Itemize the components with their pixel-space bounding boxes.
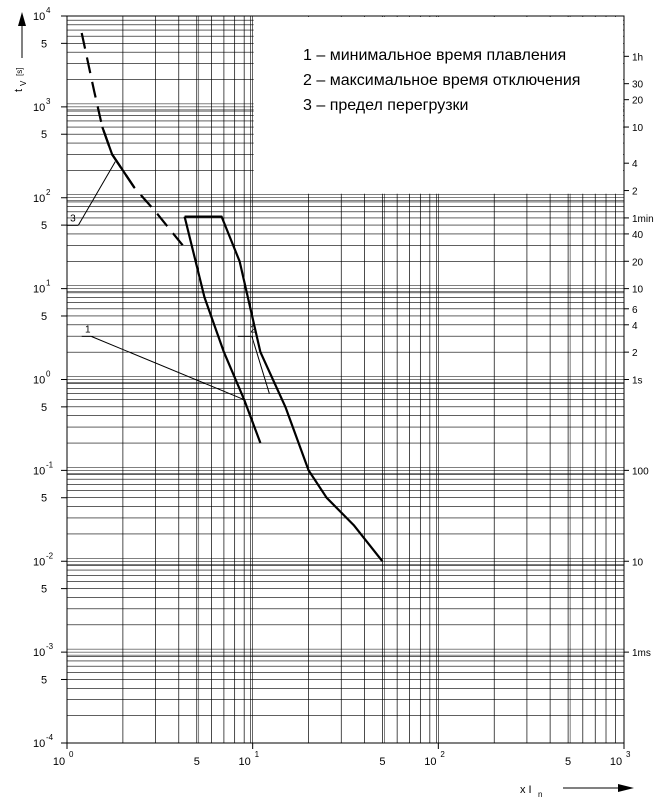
- x-minor-tick-label: 5: [379, 756, 385, 768]
- right-axis-tick-label: 6: [632, 305, 638, 316]
- callout-label-3: 3: [70, 213, 76, 224]
- right-axis-tick-label: 4: [632, 159, 638, 170]
- y-major-tick-exponent: -3: [46, 642, 54, 651]
- y-major-tick-label: 10: [33, 465, 45, 477]
- right-axis-tick-label: 10: [632, 285, 644, 296]
- legend-box: [253, 17, 623, 194]
- right-axis-tick-label: 20: [632, 96, 644, 107]
- x-major-tick-exponent: 3: [626, 750, 631, 759]
- y-axis-title-main: t: [13, 89, 25, 92]
- y-major-tick-exponent: -1: [46, 460, 54, 469]
- legend-entry-3: 3 – предел перегрузки: [303, 97, 468, 114]
- x-minor-tick-label: 5: [565, 756, 571, 768]
- curve-1: [183, 216, 262, 444]
- legend-entry-1: 1 – минимальное время плавления: [303, 47, 566, 64]
- callout-label-2: 2: [250, 324, 256, 335]
- x-axis-arrow-head: [618, 784, 634, 792]
- y-axis-title: t V [s]: [13, 68, 28, 92]
- callout-leader-1: [91, 335, 245, 401]
- y-major-tick-exponent: -4: [46, 733, 54, 742]
- grid: [67, 16, 624, 743]
- y-major-tick-label: 10: [33, 193, 45, 205]
- y-minor-tick-label: 5: [41, 311, 47, 323]
- x-major-tick-label: 10: [610, 756, 622, 768]
- curve-2: [184, 215, 384, 562]
- curves: [80, 32, 384, 562]
- y-minor-tick-label: 5: [41, 220, 47, 232]
- y-minor-tick-label: 5: [41, 129, 47, 141]
- y-major-tick-exponent: 0: [46, 370, 51, 379]
- y-major-tick-label: 10: [33, 102, 45, 114]
- right-axis-tick-label: 2: [632, 348, 638, 359]
- y-axis-title-sub: V: [19, 80, 28, 86]
- right-axis-tick-label: 1ms: [632, 648, 651, 659]
- y-major-tick-exponent: 4: [46, 6, 51, 15]
- y-major-tick-label: 10: [33, 284, 45, 296]
- callout-label-1: 1: [85, 324, 91, 335]
- right-axis-tick-label: 1h: [632, 52, 643, 63]
- y-major-tick-label: 10: [33, 738, 45, 750]
- y-major-tick-label: 10: [33, 556, 45, 568]
- callout-leader-3: [77, 161, 116, 226]
- x-axis-title-sub: n: [538, 790, 542, 798]
- x-major-tick-exponent: 1: [255, 750, 260, 759]
- annotations: 1 2 3: [67, 161, 270, 401]
- y-major-tick-label: 10: [33, 11, 45, 23]
- y-major-tick-exponent: 3: [46, 97, 51, 106]
- x-axis-title-main: x I: [520, 784, 532, 796]
- legend: 1 – минимальное время плавления 2 – макси…: [303, 47, 580, 114]
- y-minor-tick-label: 5: [41, 493, 47, 505]
- right-axis-tick-label: 1s: [632, 376, 643, 387]
- right-axis-tick-label: 100: [632, 466, 649, 477]
- y-minor-tick-label: 5: [41, 38, 47, 50]
- y-axis-arrow-head: [18, 12, 26, 26]
- y-minor-tick-label: 5: [41, 402, 47, 414]
- y-major-tick-label: 10: [33, 647, 45, 659]
- callout-leader-2: [251, 336, 270, 394]
- y-major-tick-exponent: 1: [46, 279, 51, 288]
- legend-entry-2: 2 – максимальное время отключения: [303, 72, 580, 89]
- right-axis-tick-label: 4: [632, 321, 638, 332]
- x-major-tick-label: 10: [53, 756, 65, 768]
- y-minor-tick-label: 5: [41, 584, 47, 596]
- y-major-tick-exponent: -2: [46, 551, 54, 560]
- right-axis-tick-label: 1min: [632, 214, 654, 225]
- right-axis-tick-label: 2: [632, 187, 638, 198]
- y-axis-title-unit: [s]: [15, 68, 24, 76]
- y-major-tick-exponent: 2: [46, 188, 51, 197]
- right-axis-tick-label: 20: [632, 257, 644, 268]
- right-axis-tick-label: 10: [632, 557, 644, 568]
- x-major-tick-exponent: 2: [440, 750, 445, 759]
- curve-segment-3: [101, 126, 136, 189]
- y-minor-tick-label: 5: [41, 674, 47, 686]
- x-major-tick-exponent: 0: [69, 750, 74, 759]
- right-axis-tick-label: 30: [632, 80, 644, 91]
- y-major-tick-label: 10: [33, 375, 45, 387]
- right-axis-tick-label: 40: [632, 230, 644, 241]
- x-minor-tick-label: 5: [194, 756, 200, 768]
- x-major-tick-label: 10: [239, 756, 251, 768]
- right-axis-tick-label: 10: [632, 123, 644, 134]
- x-major-tick-label: 10: [424, 756, 436, 768]
- ticks: 10410310210110010-110-210-310-4555555551…: [33, 6, 654, 768]
